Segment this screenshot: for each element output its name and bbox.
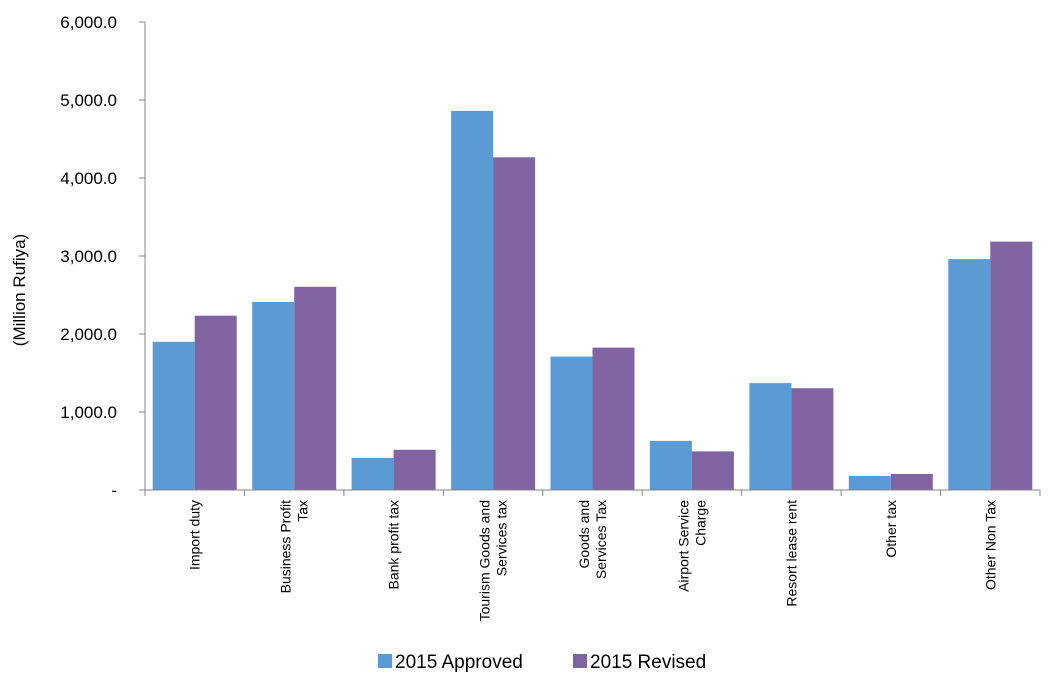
legend-label-1: 2015 Revised bbox=[590, 652, 706, 673]
bar-revised-2 bbox=[393, 449, 436, 490]
y-tick-label: 6,000.0 bbox=[60, 13, 117, 32]
bar-approved-3 bbox=[451, 110, 494, 491]
legend: 2015 Approved 2015 Revised bbox=[378, 652, 706, 673]
x-category-label: Goods and bbox=[576, 500, 592, 569]
x-category-label: Tax bbox=[295, 500, 311, 522]
bar-approved-5 bbox=[649, 440, 692, 490]
bar-revised-7 bbox=[890, 474, 933, 490]
y-tick-label: - bbox=[111, 481, 117, 500]
x-category-label: Resort lease rent bbox=[783, 500, 799, 607]
bar-approved-6 bbox=[749, 383, 792, 490]
bar-approved-2 bbox=[351, 458, 394, 490]
x-category-label: Import duty bbox=[187, 500, 203, 570]
bar-revised-1 bbox=[294, 286, 337, 490]
legend-swatch-0 bbox=[378, 654, 392, 668]
x-category-label: Other tax bbox=[883, 500, 899, 558]
x-category-label: Other Non Tax bbox=[982, 500, 998, 590]
x-category-label: Charge bbox=[692, 500, 708, 546]
y-tick-label: 3,000.0 bbox=[60, 247, 117, 266]
bars bbox=[152, 110, 1033, 491]
legend-swatch-1 bbox=[573, 654, 587, 668]
x-category-label: Business Profit bbox=[278, 500, 294, 593]
x-category-label: Bank profit tax bbox=[386, 500, 402, 590]
y-axis: - 1,000.0 2,000.0 3,000.0 4,000.0 5,000.0 6,00… bbox=[60, 13, 146, 500]
x-category-label: Tourism Goods and bbox=[477, 500, 493, 621]
y-tick-label: 1,000.0 bbox=[60, 403, 117, 422]
bar-approved-8 bbox=[948, 259, 991, 490]
bar-revised-8 bbox=[990, 241, 1033, 490]
bar-revised-3 bbox=[493, 157, 536, 491]
legend-label-0: 2015 Approved bbox=[395, 652, 523, 673]
bar-approved-1 bbox=[252, 302, 295, 490]
x-category-label: Services Tax bbox=[593, 500, 609, 579]
y-tick-label: 4,000.0 bbox=[60, 169, 117, 188]
x-category-label: Airport Service bbox=[675, 500, 691, 592]
y-axis-title: (Million Rufiya) bbox=[10, 234, 29, 346]
bar-approved-4 bbox=[550, 356, 593, 490]
y-tick-label: 5,000.0 bbox=[60, 91, 117, 110]
bar-approved-7 bbox=[848, 476, 891, 490]
bar-revised-4 bbox=[592, 347, 635, 490]
bar-approved-0 bbox=[152, 341, 195, 490]
bar-revised-6 bbox=[791, 388, 834, 490]
y-tick-label: 2,000.0 bbox=[60, 325, 117, 344]
x-axis: Import duty Business Profit Tax Bank profit… bbox=[144, 489, 1041, 621]
bar-revised-5 bbox=[691, 451, 734, 490]
bar-revised-0 bbox=[194, 315, 237, 490]
x-category-label: Services tax bbox=[494, 500, 510, 576]
